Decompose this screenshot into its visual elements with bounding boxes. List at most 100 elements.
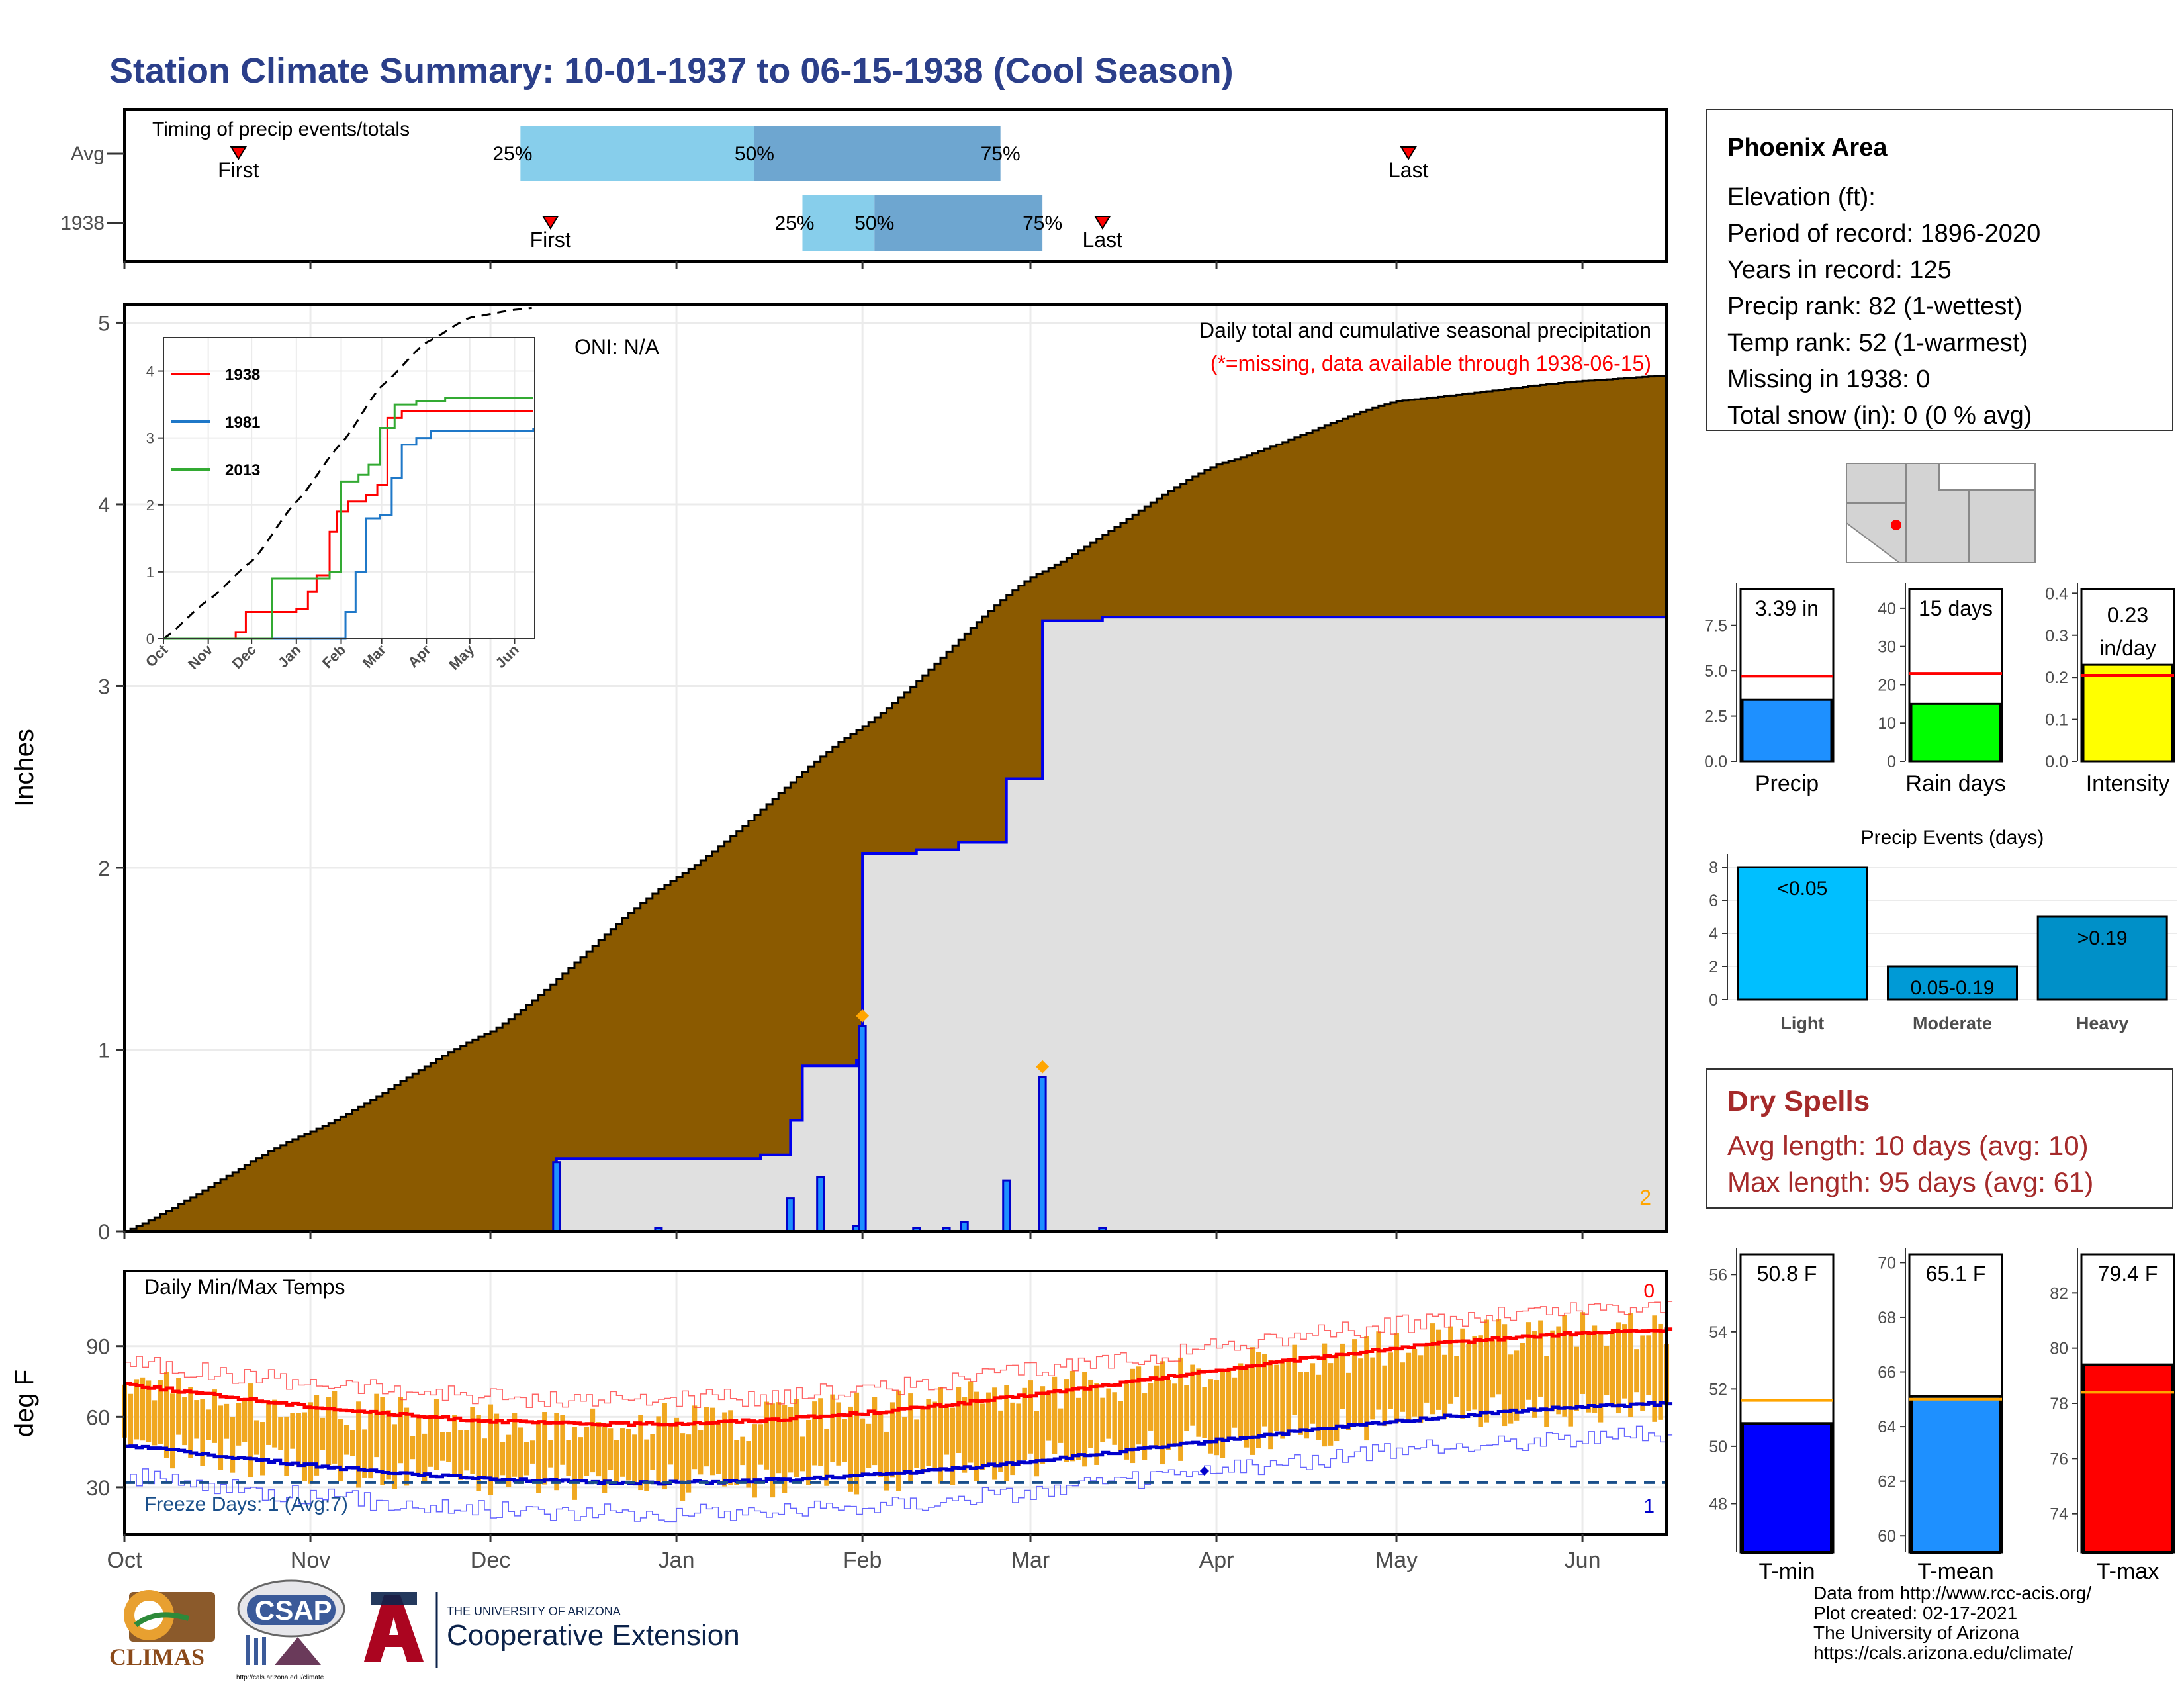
daily-temp-bar (1076, 1397, 1081, 1460)
daily-temp-bar (428, 1415, 433, 1467)
daily-temp-bar (170, 1393, 175, 1469)
daily-temp-bar (1028, 1380, 1033, 1454)
daily-temp-bar (1118, 1401, 1123, 1452)
daily-temp-bar (794, 1399, 799, 1477)
daily-temp-bar (932, 1401, 937, 1470)
daily-temp-bar (854, 1392, 860, 1495)
daily-temp-bar (506, 1434, 512, 1487)
tmin-label: T-min (1759, 1559, 1815, 1584)
daily-temp-bar (728, 1410, 733, 1486)
raindays-tick-label: 0 (1887, 753, 1896, 771)
tmin-tick-label: 56 (1709, 1266, 1727, 1284)
inset-y-tick-label: 1 (146, 564, 154, 581)
daily-precip-bar (960, 1221, 969, 1233)
daily-temp-bar (1525, 1322, 1531, 1400)
daily-temp-bar (1184, 1385, 1189, 1432)
precip-events-chart: Precip Events (days) 0 2 4 6 8 <0.05 Light 0.05-… (1709, 827, 2177, 1033)
timing-panel: Timing of precip events/totals Avg 1938 25%… (60, 108, 1668, 269)
events-category: Light (1780, 1013, 1824, 1033)
intensity-tick-label: 0.4 (2045, 585, 2068, 603)
q25-label: 25% (774, 212, 814, 234)
temp-y-tick-label: 30 (86, 1476, 110, 1500)
precip-tick-label: 5.0 (1704, 662, 1727, 680)
temp-x-tick-label: Jan (659, 1548, 695, 1573)
daily-temp-bar (206, 1409, 211, 1440)
quartile-bar-lower (802, 195, 875, 251)
daily-temp-bar (884, 1431, 889, 1491)
daily-temp-bar (1190, 1364, 1195, 1426)
daily-temp-bar (1004, 1385, 1009, 1482)
daily-temp-bar (692, 1405, 698, 1470)
events-bar-label: 0.05-0.19 (1911, 977, 1995, 999)
daily-temp-bar (1286, 1358, 1291, 1436)
daily-temp-bar (1136, 1366, 1142, 1445)
page-title: Station Climate Summary: 10-01-1937 to 0… (109, 51, 1234, 91)
daily-temp-bar (1610, 1333, 1615, 1407)
daily-temp-bar (1556, 1326, 1561, 1415)
daily-temp-bar (590, 1408, 596, 1473)
daily-temp-bar (1460, 1328, 1465, 1419)
daily-temp-bar (1352, 1339, 1357, 1427)
daily-max-marker (856, 1009, 870, 1023)
daily-temp-bar (1142, 1393, 1148, 1460)
raindays-bar (1910, 702, 2001, 763)
daily-temp-bar (308, 1402, 314, 1484)
tmax-value: 79.4 F (2098, 1262, 2158, 1286)
daily-temp-bar (950, 1407, 956, 1485)
raindays-tick-label: 10 (1878, 714, 1896, 733)
events-category: Heavy (2076, 1013, 2129, 1033)
daily-temp-bar (782, 1405, 788, 1493)
daily-temp-bar (1166, 1379, 1171, 1450)
raindays-value: 15 days (1919, 596, 1993, 620)
daily-temp-bar (902, 1416, 907, 1472)
temp-panel-title: Daily Min/Max Temps (144, 1275, 345, 1299)
daily-temp-bar (1154, 1365, 1160, 1446)
inset-background (163, 338, 535, 639)
events-tick-label: 0 (1709, 991, 1718, 1009)
dry-box-border (1706, 1068, 2173, 1209)
daily-temp-bar (146, 1380, 152, 1442)
daily-temp-bar (1550, 1330, 1555, 1412)
daily-temp-bar (1094, 1383, 1099, 1465)
daily-temp-bar (1634, 1349, 1639, 1393)
daily-temp-bar (368, 1413, 373, 1479)
tmean-tick-label: 62 (1878, 1473, 1896, 1491)
y-tick-label: 3 (98, 675, 110, 698)
temp-top-count: 0 (1643, 1280, 1655, 1302)
daily-temp-bar (1466, 1344, 1471, 1411)
daily-temp-bar (1412, 1348, 1418, 1417)
daily-temp-bar (1298, 1372, 1303, 1435)
daily-precip-bar (786, 1197, 795, 1233)
daily-temp-bar (1244, 1366, 1250, 1448)
daily-temp-bar (464, 1430, 469, 1471)
precip-tick-label: 2.5 (1704, 708, 1727, 726)
daily-temp-bar (1226, 1370, 1232, 1440)
quartile-bar-upper (754, 126, 1001, 181)
timing-marker (1093, 216, 1111, 230)
daily-temp-bar (500, 1442, 506, 1476)
daily-temp-bar (799, 1436, 805, 1472)
daily-temp-bar (1598, 1333, 1604, 1423)
daily-temp-bar (1232, 1377, 1238, 1428)
daily-temp-bar (1316, 1374, 1322, 1440)
daily-temp-bar (446, 1432, 451, 1462)
events-title: Precip Events (days) (1861, 827, 2044, 849)
daily-temp-bar (1022, 1387, 1027, 1460)
daily-temp-bar (812, 1401, 817, 1466)
temp-x-tick-label: May (1375, 1548, 1418, 1573)
daily-temp-bar (128, 1393, 134, 1448)
daily-temp-bar (296, 1413, 301, 1467)
daily-temp-bar (188, 1387, 193, 1458)
daily-temp-bar (1394, 1333, 1400, 1424)
daily-temp-bar (608, 1428, 614, 1470)
daily-temp-bar (1208, 1379, 1213, 1454)
events-bar-label: >0.19 (2077, 927, 2128, 949)
dry-avg: Avg length: 10 days (avg: 10) (1727, 1130, 2089, 1161)
tmean-bar (1910, 1395, 2001, 1554)
daily-temp-bar (998, 1410, 1003, 1472)
inset-legend-label: 1938 (225, 366, 260, 384)
y-tick-label: 4 (98, 493, 110, 517)
temp-y-axis-label: deg F (10, 1370, 39, 1437)
station-info-line: Precip rank: 82 (1-wettest) (1727, 293, 2023, 320)
inset-border (163, 337, 535, 639)
